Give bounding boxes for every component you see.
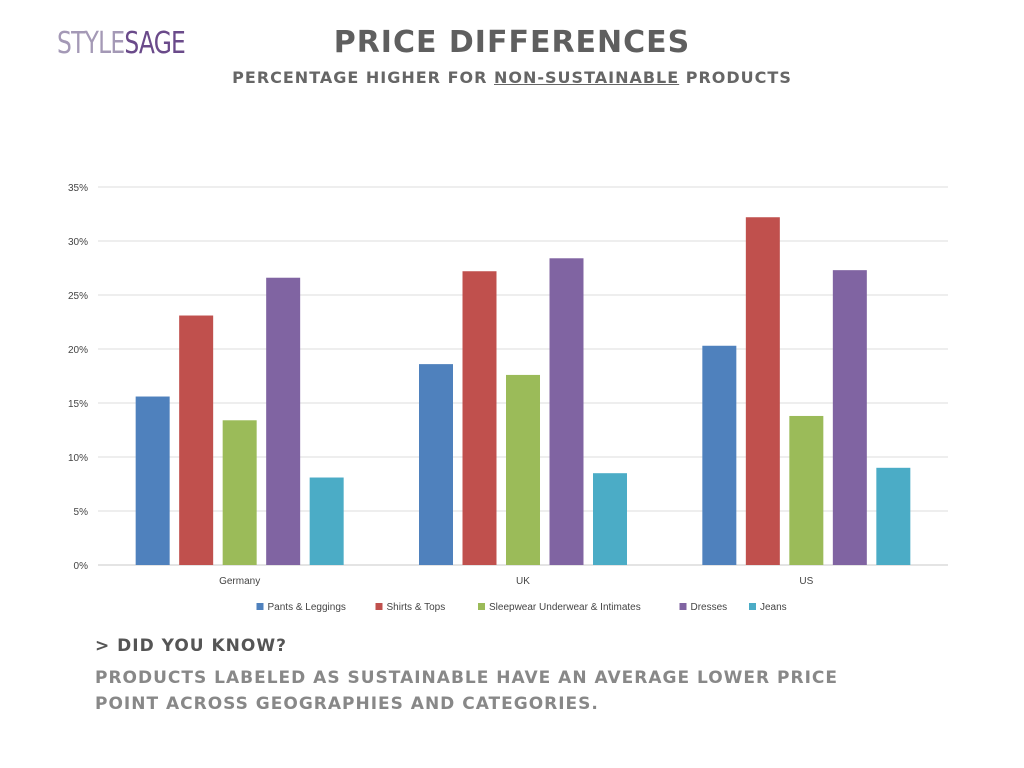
y-tick-label: 0% xyxy=(74,561,89,572)
legend-label: Shirts & Tops xyxy=(387,602,446,613)
legend-swatch xyxy=(375,603,383,610)
did-you-know-text: PRODUCTS LABELED AS SUSTAINABLE HAVE AN … xyxy=(95,668,839,714)
legend-label: Pants & Leggings xyxy=(268,602,346,613)
x-tick-label: Germany xyxy=(219,576,260,587)
y-tick-label: 5% xyxy=(74,507,89,518)
bar xyxy=(506,374,540,565)
bar xyxy=(789,415,824,565)
bar xyxy=(876,467,911,565)
y-tick-label: 30% xyxy=(68,237,88,248)
subtitle-prefix: PERCENTAGE HIGHER FOR xyxy=(232,68,494,87)
legend-label: Jeans xyxy=(760,602,787,613)
logo-style-text: STYLE xyxy=(57,26,125,61)
bar xyxy=(266,277,301,565)
page-title: PRICE DIFFERENCES xyxy=(333,25,691,60)
bar xyxy=(745,217,780,566)
x-tick-label: UK xyxy=(516,576,530,587)
x-tick-label: US xyxy=(799,576,813,587)
bar xyxy=(832,270,867,565)
bar xyxy=(222,420,257,565)
bar xyxy=(135,396,170,565)
bar xyxy=(179,315,214,565)
legend-label: Dresses xyxy=(691,602,728,613)
y-tick-label: 20% xyxy=(68,345,88,356)
bar xyxy=(549,258,584,565)
legend-label: Sleepwear Underwear & Intimates xyxy=(489,602,641,613)
y-tick-label: 25% xyxy=(68,291,88,302)
bar xyxy=(702,345,737,565)
bar xyxy=(309,477,344,565)
subtitle-suffix: PRODUCTS xyxy=(679,68,792,87)
y-tick-label: 35% xyxy=(68,183,88,194)
stylesage-logo: STYLESAGE xyxy=(57,26,186,61)
subtitle-emphasis: NON-SUSTAINABLE xyxy=(494,68,680,87)
legend-swatch xyxy=(478,603,485,610)
did-you-know-heading: > DID YOU KNOW? xyxy=(95,636,287,656)
legend-swatch xyxy=(679,603,687,610)
legend-swatch xyxy=(749,603,756,610)
legend-swatch xyxy=(256,603,264,610)
logo-sage-text: SAGE xyxy=(124,26,186,61)
bar xyxy=(593,473,627,565)
y-tick-label: 15% xyxy=(68,399,88,410)
page-subtitle: PERCENTAGE HIGHER FOR NON-SUSTAINABLE PR… xyxy=(0,68,1024,87)
bar xyxy=(419,364,453,565)
y-tick-label: 10% xyxy=(68,453,88,464)
bar xyxy=(462,271,497,565)
